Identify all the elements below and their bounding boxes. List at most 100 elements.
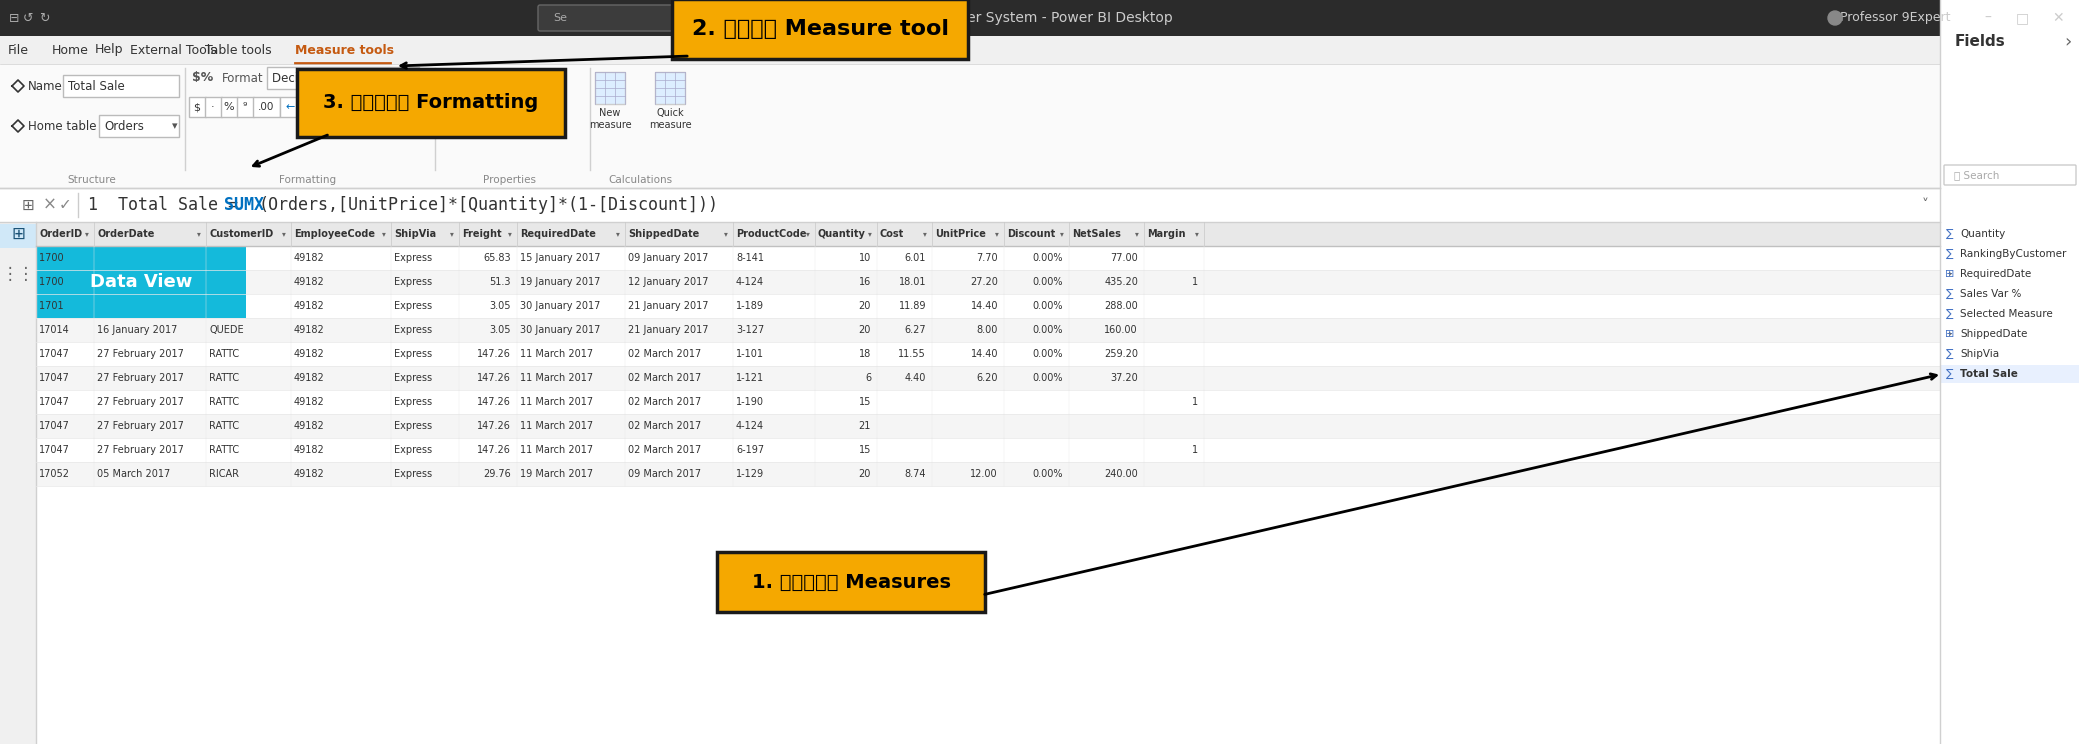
Text: Express: Express [393,469,433,479]
Text: ⊞: ⊞ [1945,329,1955,339]
Text: 49182: 49182 [293,421,324,431]
Text: Format: Format [223,71,264,85]
Text: Selected Measure: Selected Measure [1959,309,2053,319]
Text: Sales Var %: Sales Var % [1959,289,2022,299]
Text: ▾: ▾ [807,229,809,239]
Text: ⊞: ⊞ [1945,269,1955,279]
Text: Quantity: Quantity [1959,229,2005,239]
FancyBboxPatch shape [35,270,1941,294]
Text: .00: .00 [258,102,275,112]
Text: Express: Express [393,421,433,431]
FancyBboxPatch shape [595,72,624,104]
Text: QUEDE: QUEDE [208,325,243,335]
Text: Name: Name [27,80,62,92]
Text: Total Sale: Total Sale [1959,369,2018,379]
Text: 4.40: 4.40 [905,373,926,383]
Text: 6-197: 6-197 [736,445,763,455]
FancyBboxPatch shape [35,246,245,318]
Text: Express: Express [393,277,433,287]
FancyBboxPatch shape [297,69,566,137]
Text: 49182: 49182 [293,469,324,479]
Text: 20: 20 [859,469,872,479]
Text: OrderID: OrderID [40,229,81,239]
Text: ›: › [2063,33,2072,51]
Text: Properties: Properties [483,175,537,185]
Text: ⊟: ⊟ [8,11,19,25]
Text: Express: Express [393,373,433,383]
Text: 10: 10 [859,253,872,263]
FancyBboxPatch shape [35,294,1941,318]
Text: 30 January 2017: 30 January 2017 [520,301,601,311]
Text: Quick
measure: Quick measure [649,108,691,129]
Text: 147.26: 147.26 [476,445,512,455]
Text: UnitPrice: UnitPrice [936,229,986,239]
Text: 09 January 2017: 09 January 2017 [628,253,709,263]
Text: 1-190: 1-190 [736,397,763,407]
Text: 77.00: 77.00 [1111,253,1138,263]
Text: 6.20: 6.20 [976,373,998,383]
Text: Total Sale: Total Sale [69,80,125,92]
Text: 19 January 2017: 19 January 2017 [520,277,601,287]
Text: Help: Help [96,43,123,57]
FancyBboxPatch shape [539,5,761,31]
Text: 49182: 49182 [293,349,324,359]
Text: OrderDate: OrderDate [98,229,154,239]
Text: 1. เลือก Measures: 1. เลือก Measures [751,572,951,591]
Text: 02 March 2017: 02 March 2017 [628,349,701,359]
Text: 147.26: 147.26 [476,421,512,431]
Text: 14.40: 14.40 [971,301,998,311]
FancyBboxPatch shape [0,224,35,248]
FancyBboxPatch shape [718,552,986,612]
Text: 11 March 2017: 11 March 2017 [520,373,593,383]
Text: 2. ป้าย Measure tool: 2. ป้าย Measure tool [691,19,948,39]
FancyBboxPatch shape [62,75,179,97]
Text: 17047: 17047 [40,445,71,455]
Text: 0.00%: 0.00% [1032,277,1063,287]
Text: ⊞: ⊞ [10,225,25,243]
Text: 6.01: 6.01 [905,253,926,263]
Text: Express: Express [393,445,433,455]
Text: 15: 15 [859,397,872,407]
Text: RequiredDate: RequiredDate [520,229,595,239]
Text: 147.26: 147.26 [476,373,512,383]
Text: 20: 20 [859,325,872,335]
Text: ▾: ▾ [173,121,177,131]
Text: RATTC: RATTC [208,421,239,431]
FancyBboxPatch shape [1941,0,2080,222]
FancyBboxPatch shape [35,390,1941,414]
Text: 17014: 17014 [40,325,71,335]
Text: 17047: 17047 [40,373,71,383]
Text: 02 March 2017: 02 March 2017 [628,397,701,407]
Text: Express: Express [393,253,433,263]
Text: RequiredDate: RequiredDate [1959,269,2032,279]
Text: 1: 1 [1192,397,1198,407]
Text: ▼: ▼ [327,109,333,115]
Text: ▾: ▾ [412,73,418,83]
Text: $%: $% [191,71,214,85]
Text: 37.20: 37.20 [1111,373,1138,383]
Text: New
measure: New measure [589,108,632,129]
Text: 18.01: 18.01 [899,277,926,287]
Text: 15 January 2017: 15 January 2017 [520,253,601,263]
Text: NetSales: NetSales [1071,229,1121,239]
Text: SUMX: SUMX [225,196,264,214]
Text: ↻: ↻ [40,11,50,25]
Text: ▾: ▾ [616,229,620,239]
Text: ˅: ˅ [1922,198,1928,212]
Text: (Orders,[UnitPrice]*[Quantity]*(1-[Discount])): (Orders,[UnitPrice]*[Quantity]*(1-[Disco… [258,196,718,214]
Text: CustomerID: CustomerID [208,229,272,239]
Text: 14.40: 14.40 [971,349,998,359]
Text: ∑: ∑ [1947,349,1953,359]
Text: RATTC: RATTC [208,445,239,455]
Text: 6: 6 [865,373,872,383]
Text: 27.20: 27.20 [969,277,998,287]
Text: ✓: ✓ [58,197,71,213]
Text: 3-127: 3-127 [736,325,763,335]
Text: 1-129: 1-129 [736,469,763,479]
Text: Home: Home [52,43,89,57]
Text: 49182: 49182 [293,301,324,311]
FancyBboxPatch shape [655,72,684,104]
Text: 1: 1 [1192,445,1198,455]
Text: Orders: Orders [104,120,144,132]
Text: 11 March 2017: 11 March 2017 [520,397,593,407]
